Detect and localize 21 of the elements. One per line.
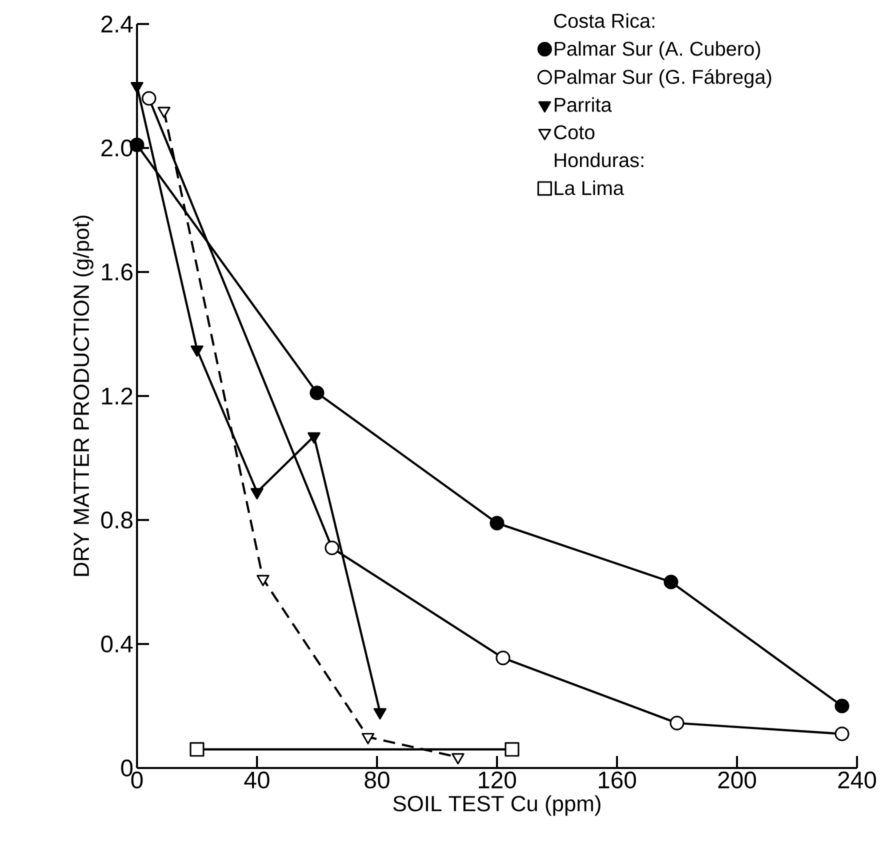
y-tick-label: 1.2 bbox=[102, 388, 132, 404]
legend-label: La Lima bbox=[554, 180, 624, 196]
x-tick-label: 80 bbox=[364, 772, 390, 788]
y-tick-label: 0 bbox=[121, 760, 133, 776]
y-tick-label: 2.4 bbox=[101, 16, 133, 32]
x-tick-label: 160 bbox=[598, 772, 636, 788]
y-tick-label: 1.6 bbox=[102, 264, 132, 280]
x-tick-label: 240 bbox=[838, 772, 876, 788]
x-tick-label: 200 bbox=[718, 772, 756, 788]
x-tick-label: 40 bbox=[244, 772, 270, 788]
y-axis-title: DRY MATTER PRODUCTION (g/pot) bbox=[72, 216, 94, 576]
legend-label: Parrita bbox=[554, 97, 612, 112]
y-tick-label: 0.4 bbox=[101, 636, 133, 652]
annotation: Honduras: bbox=[554, 152, 644, 168]
y-tick-label: 0.8 bbox=[101, 512, 132, 528]
legend-label: Palmar Sur (G. Fábrega) bbox=[554, 69, 772, 88]
legend-title: Costa Rica: bbox=[554, 13, 654, 28]
x-tick-label: 120 bbox=[478, 772, 516, 788]
x-axis-title: SOIL TEST Cu (ppm) bbox=[393, 795, 600, 816]
legend-label: Coto bbox=[554, 125, 594, 140]
legend-label: Palmar Sur (A. Cubero) bbox=[554, 41, 760, 60]
